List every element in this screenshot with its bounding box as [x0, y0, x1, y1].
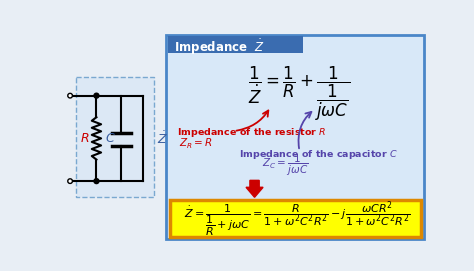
Circle shape — [68, 93, 73, 98]
Text: $\dot{Z} = \dfrac{1}{\dfrac{1}{R}+j\omega C} = \dfrac{R}{1+\omega^2C^2R^2} - j\d: $\dot{Z} = \dfrac{1}{\dfrac{1}{R}+j\omeg… — [184, 199, 410, 239]
Text: $C$: $C$ — [105, 132, 116, 145]
Text: $R$: $R$ — [80, 132, 90, 145]
Text: $\dot{Z}_R = R$: $\dot{Z}_R = R$ — [179, 134, 213, 151]
FancyBboxPatch shape — [166, 35, 423, 239]
Text: $\dfrac{1}{\dot{Z}} = \dfrac{1}{R} + \dfrac{1}{\dfrac{1}{j\omega C}}$: $\dfrac{1}{\dot{Z}} = \dfrac{1}{R} + \df… — [248, 65, 351, 123]
Circle shape — [94, 93, 99, 98]
Circle shape — [68, 179, 73, 183]
FancyBboxPatch shape — [168, 36, 303, 53]
Text: Impedance of the capacitor $C$: Impedance of the capacitor $C$ — [239, 148, 398, 161]
Text: Impedance of the resistor $R$: Impedance of the resistor $R$ — [177, 126, 327, 139]
FancyArrow shape — [246, 180, 263, 197]
Text: $\dot{Z}$: $\dot{Z}$ — [157, 131, 168, 147]
FancyBboxPatch shape — [76, 77, 154, 196]
Text: $\dot{Z}_C = \dfrac{1}{j\omega C}$: $\dot{Z}_C = \dfrac{1}{j\omega C}$ — [262, 152, 309, 178]
Text: Impedance  $\dot{Z}$: Impedance $\dot{Z}$ — [174, 37, 265, 57]
FancyBboxPatch shape — [170, 200, 421, 237]
Circle shape — [94, 179, 99, 183]
